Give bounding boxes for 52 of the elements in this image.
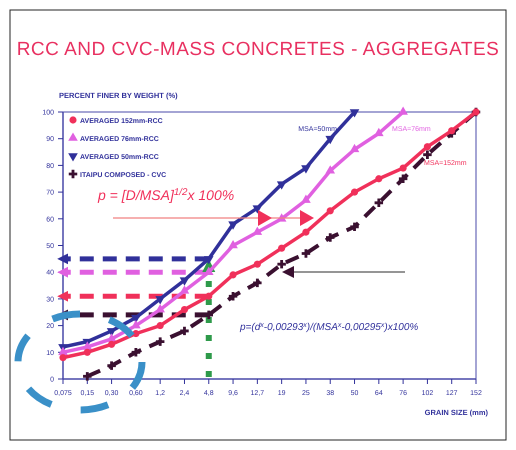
- point: [204, 256, 214, 264]
- point: [350, 222, 359, 232]
- annotation: p = [D/MSA]$^{1/2}$x 100%: [97, 186, 234, 203]
- point: [326, 207, 334, 214]
- point: [254, 260, 261, 268]
- point: [228, 292, 238, 300]
- point: [107, 361, 116, 370]
- point: [155, 304, 165, 312]
- point: [155, 296, 165, 304]
- point: [375, 175, 382, 182]
- point: [423, 150, 432, 159]
- point: [278, 244, 286, 252]
- point: [59, 354, 67, 362]
- point: [325, 136, 336, 144]
- point: [252, 226, 262, 235]
- point: [205, 292, 212, 300]
- point: [156, 337, 164, 346]
- text: p=(d$^{x}$-0,00293$^{x}$)/(MSA$^{x}$-0,00295$^{x}$)x100%: [240, 322, 418, 333]
- point: [180, 306, 188, 314]
- point: [374, 128, 384, 136]
- point: [131, 320, 141, 328]
- point: [448, 127, 456, 134]
- point: [325, 165, 336, 174]
- point: [132, 348, 140, 357]
- point: [58, 346, 68, 356]
- point: [83, 372, 92, 381]
- point: [374, 198, 384, 208]
- point: [302, 249, 310, 258]
- point: [156, 322, 164, 330]
- point: [326, 233, 334, 242]
- point: [302, 228, 310, 236]
- point: [350, 109, 360, 118]
- point: [276, 181, 286, 190]
- point: [350, 144, 360, 152]
- point: [228, 221, 238, 230]
- point: [180, 277, 190, 286]
- point: [180, 285, 190, 294]
- point: [180, 326, 189, 336]
- point: [253, 278, 262, 288]
- point: [350, 188, 358, 196]
- point: [301, 165, 311, 174]
- point: [106, 328, 116, 336]
- point: [229, 271, 237, 278]
- point: [84, 348, 91, 356]
- point: [277, 260, 286, 268]
- point: [398, 174, 408, 183]
- point: [424, 143, 431, 150]
- point: [252, 205, 262, 214]
- chart-title: RCC AND CVC-MASS CONCRETES - AGGREGATES: [16, 39, 500, 60]
- point: [400, 164, 407, 172]
- point: [108, 340, 116, 348]
- point: [301, 194, 311, 203]
